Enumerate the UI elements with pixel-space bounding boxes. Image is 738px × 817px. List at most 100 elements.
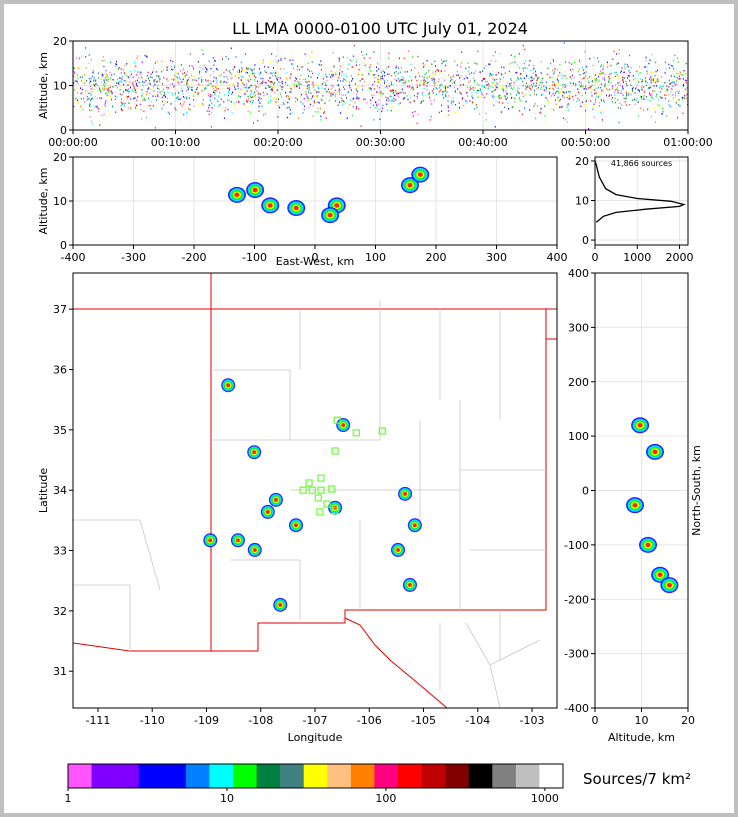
source-dot: [317, 77, 318, 79]
source-dot: [622, 79, 624, 81]
source-dot: [656, 93, 658, 96]
source-dot: [300, 93, 302, 96]
source-dot: [284, 81, 286, 84]
source-dot: [170, 59, 172, 62]
source-dot: [201, 64, 203, 67]
source-dot: [670, 91, 672, 93]
source-dot: [246, 71, 248, 74]
source-dot: [641, 96, 642, 98]
source-dot: [414, 77, 416, 79]
source-dot: [656, 80, 658, 83]
y-tick-label: 35: [53, 424, 67, 437]
source-dot: [121, 75, 123, 78]
source-dot: [398, 67, 399, 69]
source-dot: [556, 78, 558, 81]
source-dot: [559, 64, 561, 66]
source-dot: [317, 90, 319, 93]
source-dot: [297, 98, 299, 100]
source-dot: [657, 78, 659, 80]
source-dot: [397, 78, 399, 80]
source-dot: [641, 97, 642, 100]
source-dot: [153, 67, 155, 69]
y-tick-label: 400: [568, 267, 589, 280]
source-dot: [288, 98, 290, 100]
source-dot: [655, 95, 657, 98]
source-dot: [678, 92, 680, 94]
source-dot: [440, 88, 442, 91]
y-tick-label: -200: [564, 593, 589, 606]
source-dot: [583, 88, 585, 90]
source-dot: [602, 72, 604, 74]
source-dot: [364, 62, 366, 64]
source-dot: [590, 85, 592, 87]
source-dot: [265, 82, 267, 85]
source-dot: [307, 84, 309, 86]
source-dot: [620, 70, 622, 72]
source-dot: [192, 92, 194, 95]
source-dot: [356, 89, 358, 91]
source-dot: [155, 71, 157, 73]
source-dot: [401, 76, 403, 78]
source-dot: [430, 115, 432, 118]
source-dot: [109, 114, 111, 116]
source-dot: [74, 72, 76, 74]
source-dot: [270, 61, 272, 64]
source-dot: [134, 69, 136, 72]
source-dot: [297, 80, 298, 82]
source-dot: [164, 102, 166, 104]
source-dot: [311, 70, 313, 72]
source-dot: [352, 66, 354, 69]
source-dot: [492, 97, 494, 100]
source-dot: [121, 109, 123, 111]
source-dot: [221, 88, 223, 90]
source-dot: [358, 68, 360, 71]
source-dot: [186, 82, 187, 84]
source-dot: [162, 88, 164, 90]
source-dot: [337, 79, 339, 82]
source-dot: [569, 91, 571, 93]
source-dot: [573, 77, 575, 79]
source-dot: [546, 87, 548, 89]
source-dot: [336, 74, 338, 76]
source-dot: [478, 89, 479, 92]
source-dot: [253, 122, 255, 124]
source-dot: [307, 97, 309, 99]
source-dot: [145, 116, 147, 119]
source-dot: [517, 64, 519, 66]
source-dot: [592, 105, 594, 108]
source-dot: [230, 83, 232, 85]
source-dot: [443, 89, 445, 91]
source-dot: [345, 94, 346, 96]
source-dot: [431, 63, 433, 65]
source-dot: [132, 84, 134, 86]
source-dot: [549, 75, 551, 77]
source-dot: [297, 85, 298, 87]
source-dot: [623, 65, 625, 67]
source-dot: [199, 73, 201, 75]
source-dot: [204, 88, 206, 91]
source-dot: [443, 91, 445, 93]
source-dot: [121, 102, 123, 104]
source-dot: [279, 84, 281, 87]
source-dot: [468, 66, 470, 69]
source-dot: [562, 83, 564, 86]
source-dot: [399, 80, 401, 82]
source-cluster: [336, 418, 351, 433]
source-dot: [203, 64, 205, 67]
source-dot: [645, 84, 647, 87]
x-tick-label: -106: [357, 714, 382, 727]
source-dot: [640, 95, 642, 98]
source-dot: [81, 76, 83, 78]
source-dot: [507, 82, 509, 84]
source-cluster: [227, 186, 246, 203]
source-dot: [433, 99, 435, 101]
source-dot: [98, 86, 100, 89]
source-dot: [672, 85, 674, 87]
source-dot: [186, 80, 188, 82]
source-dot: [332, 52, 334, 54]
source-dot: [291, 88, 292, 91]
source-dot: [665, 61, 666, 64]
source-dot: [434, 73, 436, 75]
source-dot: [584, 77, 585, 79]
source-dot: [632, 86, 634, 89]
